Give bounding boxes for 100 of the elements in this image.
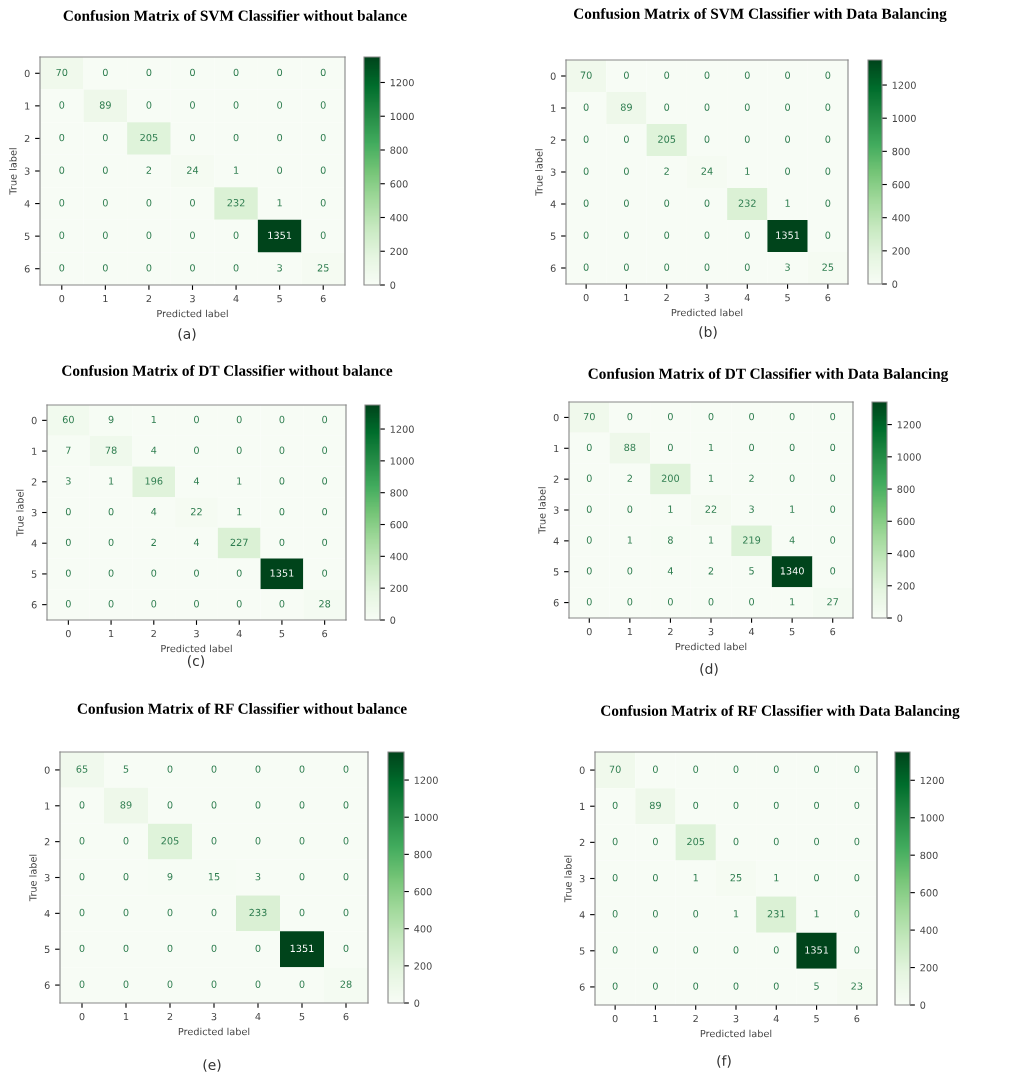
data-label: 2 — [146, 166, 152, 174]
data-label: 0 — [586, 536, 592, 544]
data-label: 0 — [612, 873, 618, 882]
y-tick-label: 3 — [579, 874, 585, 883]
data-label: 205 — [140, 133, 158, 142]
x-tick-label: 1 — [103, 295, 108, 303]
y-tick-label: 2 — [579, 838, 585, 847]
data-label: 0 — [664, 199, 670, 207]
data-label: 0 — [343, 908, 349, 917]
x-tick-label: 3 — [704, 293, 710, 302]
data-label: 0 — [733, 837, 739, 846]
x-tick-label: 4 — [748, 628, 755, 636]
data-label: 0 — [167, 908, 173, 917]
data-label: 4 — [193, 538, 200, 546]
data-label: 0 — [194, 446, 199, 454]
data-label: 0 — [123, 908, 129, 917]
text: (e) — [203, 1059, 221, 1072]
data-label: 27 — [827, 598, 839, 606]
data-label: 0 — [749, 443, 755, 452]
color-bar-label: 0 — [892, 280, 898, 288]
data-label: 0 — [749, 598, 755, 606]
data-label: 1 — [237, 477, 242, 485]
data-label: 0 — [652, 910, 658, 918]
data-label: 24 — [701, 167, 713, 175]
data-label: 0 — [343, 837, 349, 845]
x-tick-label: 6 — [320, 294, 326, 303]
data-label: 70 — [609, 765, 621, 773]
color-bar-label: 200 — [414, 962, 432, 970]
data-label: 0 — [320, 68, 326, 77]
data-label: 0 — [123, 944, 129, 953]
data-label: 0 — [277, 101, 283, 109]
data-label: 1 — [277, 199, 282, 207]
data-label: 1351 — [270, 569, 294, 577]
data-label: 0 — [627, 598, 633, 606]
data-label: 0 — [785, 71, 791, 79]
y-tick-label: 6 — [24, 265, 30, 273]
y-tick-label: 5 — [553, 568, 559, 576]
x-tick-label: 1 — [627, 628, 633, 636]
data-label: 0 — [299, 765, 305, 773]
data-label: 0 — [236, 569, 242, 577]
data-label: 0 — [830, 474, 836, 482]
data-label: 0 — [830, 536, 836, 544]
x-tick-label: 1 — [123, 1013, 129, 1021]
data-label: 0 — [233, 68, 239, 77]
data-label: 205 — [161, 837, 179, 845]
data-label: 0 — [627, 412, 633, 421]
data-label: 232 — [227, 199, 245, 207]
data-label: 1 — [693, 874, 698, 882]
data-label: 0 — [814, 837, 820, 846]
data-label: 0 — [693, 910, 699, 918]
data-label: 1 — [774, 874, 779, 882]
data-label: 5 — [814, 982, 819, 990]
data-label: 4 — [789, 536, 795, 544]
data-label: 1 — [708, 443, 714, 451]
data-label: 1 — [790, 505, 795, 513]
data-label: 0 — [586, 567, 592, 575]
data-label: 0 — [108, 538, 114, 547]
x-tick-label: 0 — [586, 627, 592, 636]
data-label: 0 — [279, 446, 285, 454]
color-bar-label: 200 — [892, 247, 910, 255]
data-label: 0 — [854, 946, 860, 954]
data-label: 0 — [830, 567, 836, 575]
data-label: 0 — [279, 477, 285, 485]
data-label: 0 — [704, 71, 710, 79]
data-label: 0 — [167, 980, 173, 988]
data-label: 1 — [668, 505, 673, 513]
text: (d) — [700, 663, 718, 676]
data-label: 0 — [664, 71, 670, 79]
data-label: 0 — [233, 133, 239, 142]
data-label: 0 — [667, 412, 673, 421]
data-label: 0 — [825, 135, 831, 143]
data-label: 0 — [322, 446, 328, 454]
data-label: 0 — [79, 872, 85, 881]
y-tick-label: 1 — [551, 104, 556, 112]
data-label: 0 — [146, 264, 152, 272]
data-label: 0 — [586, 443, 592, 452]
data-label: 0 — [65, 538, 71, 547]
data-label: 0 — [320, 101, 326, 109]
data-label: 1 — [109, 477, 114, 485]
y-tick-label: 4 — [24, 200, 30, 208]
data-label: 1351 — [776, 231, 800, 239]
data-label: 0 — [586, 598, 592, 606]
data-label: 1351 — [268, 231, 292, 239]
data-label: 0 — [279, 415, 285, 424]
data-label: 0 — [704, 231, 710, 239]
y-tick-label: 2 — [31, 478, 37, 486]
x-tick-label: 1 — [109, 630, 114, 638]
data-label: 2 — [627, 474, 632, 482]
data-label: 0 — [830, 505, 836, 513]
color-bar-label: 800 — [414, 850, 432, 859]
data-label: 0 — [299, 801, 305, 809]
data-label: 1 — [814, 910, 819, 918]
x-tick-label: 0 — [65, 629, 71, 638]
data-label: 15 — [208, 873, 220, 881]
data-label: 4 — [151, 508, 157, 516]
x-tick-label: 2 — [664, 293, 669, 302]
data-label: 0 — [59, 231, 65, 239]
color-bar-label: 400 — [390, 213, 408, 222]
data-label: 0 — [190, 101, 195, 109]
data-label: 0 — [322, 477, 328, 485]
